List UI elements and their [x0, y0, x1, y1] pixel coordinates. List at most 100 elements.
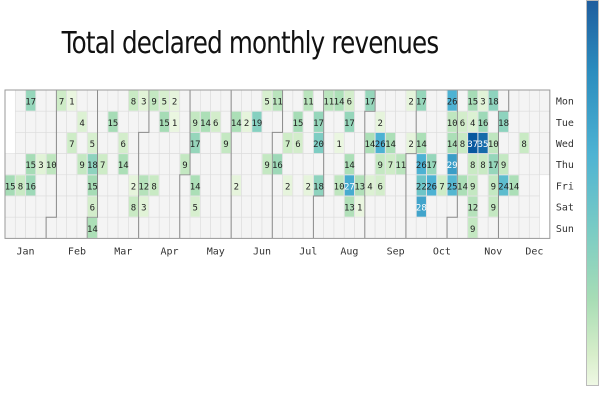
day-cell	[415, 216, 427, 239]
day-cell	[528, 216, 540, 239]
cell-label: 10	[447, 119, 458, 129]
day-cell	[498, 89, 510, 112]
value-cell	[118, 132, 128, 154]
value-cell	[396, 154, 406, 175]
cell-label: 6	[460, 119, 465, 129]
day-cell	[66, 110, 78, 133]
cell-label: 14	[118, 161, 129, 171]
cell-label: 13	[354, 182, 365, 192]
day-cell	[200, 174, 211, 197]
day-cell	[35, 216, 47, 239]
day-cell	[14, 195, 26, 218]
month-label: Sep	[387, 246, 405, 257]
value-cell	[67, 90, 77, 111]
cell-label: 14	[365, 140, 376, 150]
day-cell	[343, 132, 355, 154]
value-cell	[437, 175, 447, 196]
cell-label: 4	[470, 119, 475, 129]
day-cell	[107, 132, 119, 154]
weekday-label: Wed	[556, 139, 574, 150]
day-cell	[477, 195, 489, 218]
cell-label: 5	[264, 98, 269, 108]
day-cell	[354, 153, 366, 176]
day-cell	[508, 89, 520, 112]
day-cell	[200, 216, 211, 239]
day-cell	[169, 132, 181, 154]
day-cell	[518, 153, 530, 176]
day-cell	[128, 153, 139, 176]
day-cell	[374, 195, 386, 218]
day-cell	[323, 174, 335, 197]
cell-label: 29	[447, 161, 458, 171]
cell-label: 26	[375, 140, 386, 150]
day-cell	[539, 153, 551, 176]
cell-label: 4	[79, 119, 84, 129]
day-cell	[45, 216, 57, 239]
day-cell	[436, 216, 448, 239]
day-cell	[405, 110, 417, 133]
value-cell	[406, 90, 416, 111]
value-cell	[283, 175, 293, 196]
cell-label: 16	[25, 182, 36, 192]
cell-label: 14	[416, 140, 427, 150]
month-label: Dec	[525, 246, 543, 257]
day-cell	[498, 132, 510, 154]
value-cell	[478, 132, 488, 154]
month-label: Jun	[253, 246, 271, 257]
value-cell	[426, 175, 437, 196]
day-cell	[292, 216, 304, 239]
cell-label: 35	[478, 140, 489, 150]
day-cell	[518, 216, 530, 239]
value-cell	[447, 111, 457, 132]
day-cell	[436, 110, 448, 133]
value-cell	[139, 90, 149, 111]
value-cell	[478, 154, 488, 175]
day-cell	[35, 89, 47, 112]
day-cell	[97, 110, 109, 133]
cell-label: 11	[323, 98, 334, 108]
value-cell	[468, 217, 478, 238]
cell-label: 1	[69, 98, 74, 108]
value-cell	[416, 196, 426, 217]
day-cell	[395, 216, 407, 239]
day-cell	[230, 216, 242, 239]
day-cell	[539, 89, 551, 112]
day-cell	[14, 110, 26, 133]
day-cell	[436, 89, 448, 112]
cell-label: 3	[38, 161, 43, 171]
day-cell	[210, 174, 222, 197]
weekday-label: Thu	[556, 160, 574, 171]
day-cell	[14, 89, 26, 112]
day-cell	[76, 216, 88, 239]
weekday-label: Tue	[556, 118, 574, 129]
value-cell	[406, 132, 416, 154]
day-cell	[35, 195, 47, 218]
cell-label: 14	[508, 182, 519, 192]
day-cell	[436, 153, 448, 176]
cell-label: 14	[231, 119, 242, 129]
cell-label: 2	[172, 98, 177, 108]
day-cell	[179, 132, 191, 154]
day-cell	[292, 174, 304, 197]
cell-label: 7	[69, 140, 74, 150]
value-cell	[457, 111, 468, 132]
month-boundary	[497, 90, 510, 239]
day-cell	[385, 216, 396, 239]
day-cell	[528, 110, 540, 133]
value-cell	[190, 175, 200, 196]
day-cell	[230, 195, 242, 218]
day-cell	[45, 195, 57, 218]
day-cell	[323, 110, 335, 133]
value-cell	[272, 154, 283, 175]
day-cell	[302, 132, 314, 154]
day-cell	[169, 174, 181, 197]
day-cell	[220, 195, 232, 218]
day-cell	[374, 216, 386, 239]
value-cell	[447, 154, 457, 175]
day-cell	[97, 195, 109, 218]
day-cell	[25, 110, 37, 133]
day-cell	[333, 110, 345, 133]
day-cell	[364, 153, 376, 176]
value-cell	[365, 132, 375, 154]
cell-label: 8	[470, 161, 475, 171]
